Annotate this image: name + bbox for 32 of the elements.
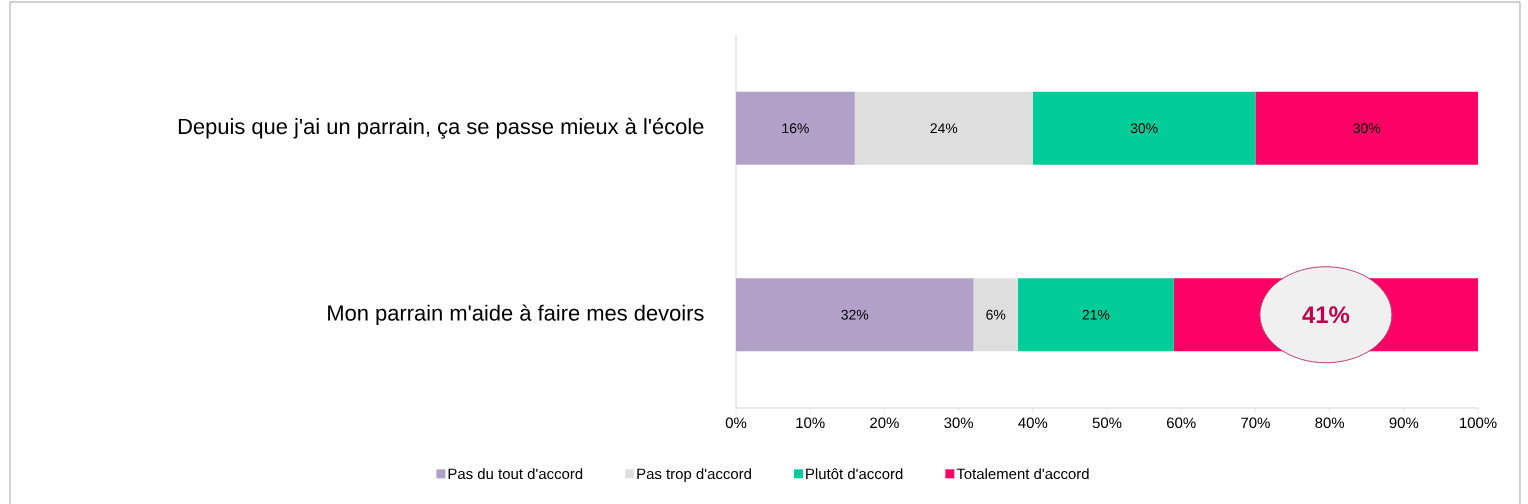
- x-tick-label: 30%: [944, 417, 974, 429]
- bar: [973, 278, 1018, 352]
- legend-label: Plutôt d'accord: [806, 468, 903, 480]
- data-label: 21%: [1082, 309, 1110, 320]
- bar: [736, 278, 974, 352]
- legend-label: Pas trop d'accord: [637, 468, 751, 483]
- x-tick-label: 40%: [1018, 417, 1048, 429]
- x-tick-label: 0%: [725, 417, 747, 429]
- data-label: 24%: [930, 123, 958, 134]
- data-label: 6%: [986, 309, 1006, 320]
- bar: [854, 91, 1033, 165]
- y-tick-label: Mon parrain m'aide à faire mes devoirs: [328, 304, 704, 326]
- x-tick-label: 80%: [1315, 417, 1345, 429]
- data-label: 16%: [782, 123, 809, 134]
- legend-label: Totalement d'accord: [956, 468, 1089, 480]
- bar: [1032, 91, 1256, 165]
- data-label: 32%: [841, 309, 869, 320]
- x-tick-label: 100%: [1460, 417, 1497, 429]
- annotation: 41%: [1302, 306, 1350, 324]
- x-tick-label: 50%: [1092, 417, 1122, 429]
- x-tick-label: 20%: [870, 417, 899, 429]
- x-tick-label: 70%: [1241, 417, 1270, 429]
- y-tick-label: Depuis que j'ai un parrain, ça se passe mieux à l'école: [178, 117, 704, 139]
- bar: [736, 91, 855, 165]
- legend-label: Pas du tout d'accord: [448, 468, 583, 480]
- x-tick-label: 90%: [1389, 417, 1419, 429]
- x-tick-label: 60%: [1167, 417, 1196, 429]
- data-label: 30%: [1353, 123, 1381, 134]
- bar: [1255, 91, 1479, 165]
- data-label: 30%: [1130, 123, 1158, 134]
- bar: [1017, 278, 1174, 352]
- x-tick-label: 10%: [796, 417, 825, 429]
